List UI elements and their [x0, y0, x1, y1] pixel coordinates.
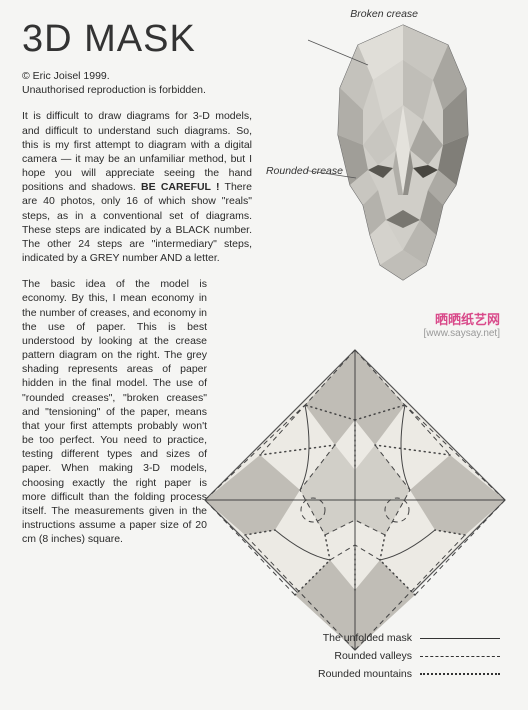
legend-label: Rounded mountains — [318, 668, 412, 680]
watermark: 晒晒纸艺网 [www.saysay.net] — [423, 312, 500, 340]
watermark-cn: 晒晒纸艺网 — [423, 312, 500, 328]
para1-post: There are 40 photos, only 16 of which sh… — [22, 181, 252, 264]
watermark-url: [www.saysay.net] — [423, 328, 500, 340]
legend-dot-line — [420, 673, 500, 675]
legend-label: Rounded valleys — [334, 650, 412, 662]
legend-solid-line — [420, 638, 500, 639]
legend-dash-line — [420, 656, 500, 657]
legend: The unfolded mask Rounded valleys Rounde… — [318, 626, 500, 680]
intro-paragraph-2: The basic idea of the model is economy. … — [22, 277, 207, 546]
legend-row-mountains: Rounded mountains — [318, 668, 500, 680]
legend-row-valleys: Rounded valleys — [318, 650, 500, 662]
legend-label: The unfolded mask — [323, 632, 412, 644]
intro-paragraph-1: It is difficult to draw diagrams for 3-D… — [22, 109, 252, 265]
be-careful-bold: BE CAREFUL ! — [141, 181, 220, 193]
mask-illustration — [308, 10, 498, 290]
legend-row-unfolded: The unfolded mask — [318, 632, 500, 644]
